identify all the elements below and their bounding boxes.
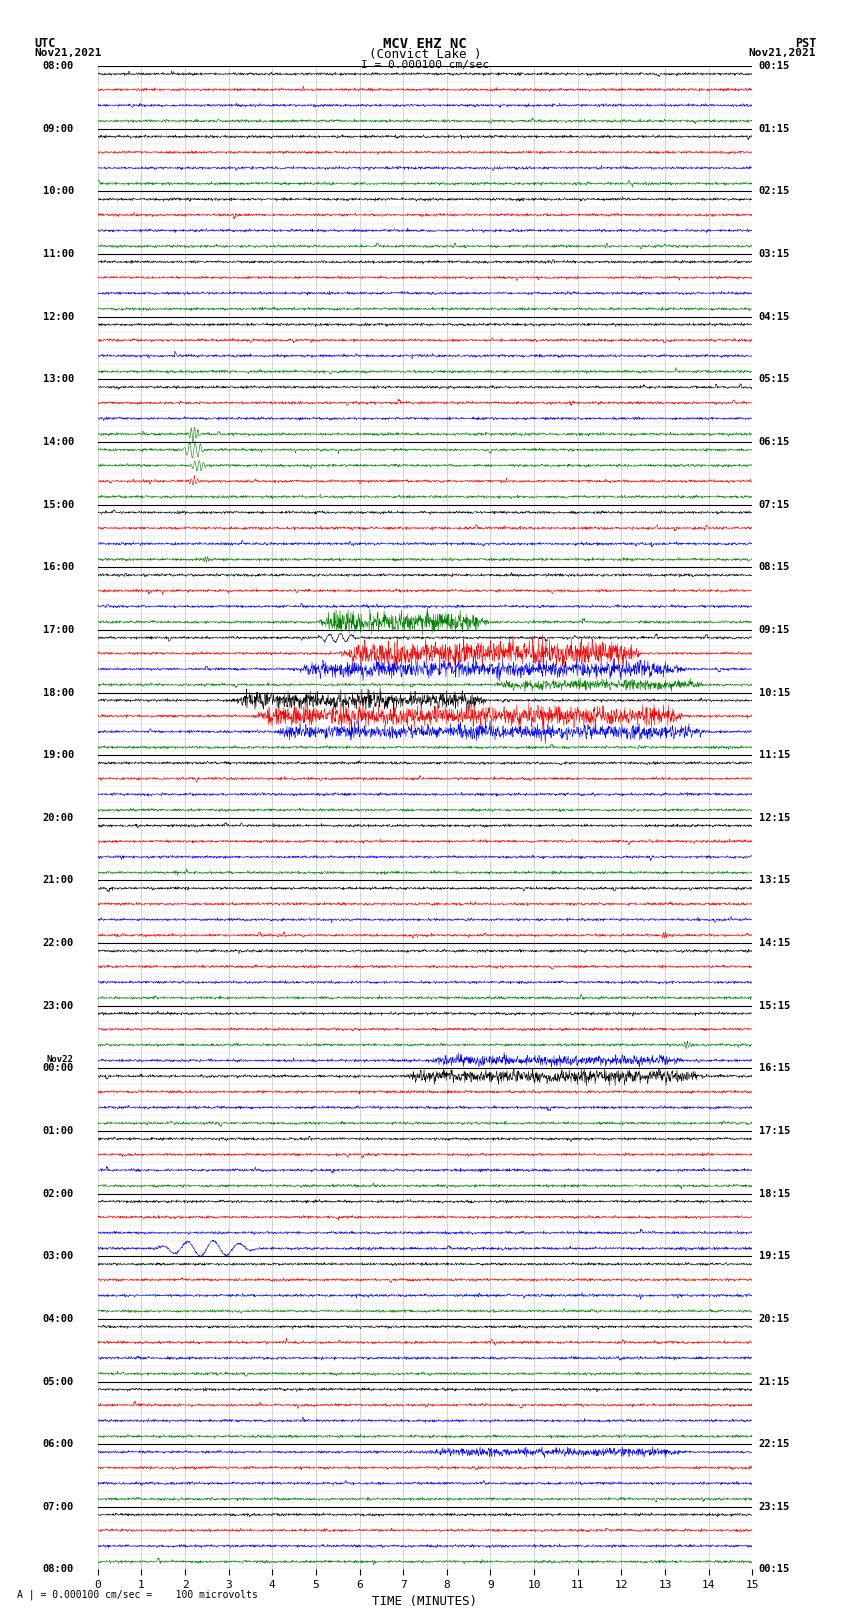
Text: 09:15: 09:15 <box>759 624 790 636</box>
Text: (Convict Lake ): (Convict Lake ) <box>369 48 481 61</box>
Text: 22:00: 22:00 <box>42 939 74 948</box>
Text: Nov22: Nov22 <box>47 1055 74 1063</box>
Text: 12:00: 12:00 <box>42 311 74 321</box>
Text: 16:00: 16:00 <box>42 563 74 573</box>
Text: 15:00: 15:00 <box>42 500 74 510</box>
Text: 11:15: 11:15 <box>759 750 790 760</box>
Text: 06:15: 06:15 <box>759 437 790 447</box>
Text: 02:00: 02:00 <box>42 1189 74 1198</box>
Text: 05:15: 05:15 <box>759 374 790 384</box>
Text: 08:15: 08:15 <box>759 563 790 573</box>
Text: 08:00: 08:00 <box>42 61 74 71</box>
Text: 21:00: 21:00 <box>42 876 74 886</box>
Text: 14:00: 14:00 <box>42 437 74 447</box>
Text: 01:00: 01:00 <box>42 1126 74 1136</box>
Text: 07:15: 07:15 <box>759 500 790 510</box>
Text: Nov21,2021: Nov21,2021 <box>34 48 101 58</box>
Text: UTC: UTC <box>34 37 55 50</box>
Text: 04:15: 04:15 <box>759 311 790 321</box>
Text: 00:15: 00:15 <box>759 1565 790 1574</box>
Text: 21:15: 21:15 <box>759 1376 790 1387</box>
Text: 03:15: 03:15 <box>759 248 790 260</box>
Text: 12:15: 12:15 <box>759 813 790 823</box>
X-axis label: TIME (MINUTES): TIME (MINUTES) <box>372 1595 478 1608</box>
Text: 23:00: 23:00 <box>42 1000 74 1011</box>
Text: 20:00: 20:00 <box>42 813 74 823</box>
Text: 06:00: 06:00 <box>42 1439 74 1448</box>
Text: MCV EHZ NC: MCV EHZ NC <box>383 37 467 52</box>
Text: 23:15: 23:15 <box>759 1502 790 1511</box>
Text: I = 0.000100 cm/sec: I = 0.000100 cm/sec <box>361 60 489 69</box>
Text: 19:15: 19:15 <box>759 1252 790 1261</box>
Text: 16:15: 16:15 <box>759 1063 790 1073</box>
Text: 13:00: 13:00 <box>42 374 74 384</box>
Text: 00:00: 00:00 <box>42 1063 74 1073</box>
Text: 14:15: 14:15 <box>759 939 790 948</box>
Text: 03:00: 03:00 <box>42 1252 74 1261</box>
Text: 02:15: 02:15 <box>759 187 790 197</box>
Text: 19:00: 19:00 <box>42 750 74 760</box>
Text: A | = 0.000100 cm/sec =    100 microvolts: A | = 0.000100 cm/sec = 100 microvolts <box>17 1589 258 1600</box>
Text: 20:15: 20:15 <box>759 1315 790 1324</box>
Text: 17:00: 17:00 <box>42 624 74 636</box>
Text: 17:15: 17:15 <box>759 1126 790 1136</box>
Text: 22:15: 22:15 <box>759 1439 790 1448</box>
Text: 07:00: 07:00 <box>42 1502 74 1511</box>
Text: 10:00: 10:00 <box>42 187 74 197</box>
Text: Nov21,2021: Nov21,2021 <box>749 48 816 58</box>
Text: 00:15: 00:15 <box>759 61 790 71</box>
Text: 10:15: 10:15 <box>759 687 790 697</box>
Text: 04:00: 04:00 <box>42 1315 74 1324</box>
Text: PST: PST <box>795 37 816 50</box>
Text: 08:00: 08:00 <box>42 1565 74 1574</box>
Text: 18:15: 18:15 <box>759 1189 790 1198</box>
Text: 13:15: 13:15 <box>759 876 790 886</box>
Text: 09:00: 09:00 <box>42 124 74 134</box>
Text: 01:15: 01:15 <box>759 124 790 134</box>
Text: 11:00: 11:00 <box>42 248 74 260</box>
Text: 05:00: 05:00 <box>42 1376 74 1387</box>
Text: 18:00: 18:00 <box>42 687 74 697</box>
Text: 15:15: 15:15 <box>759 1000 790 1011</box>
